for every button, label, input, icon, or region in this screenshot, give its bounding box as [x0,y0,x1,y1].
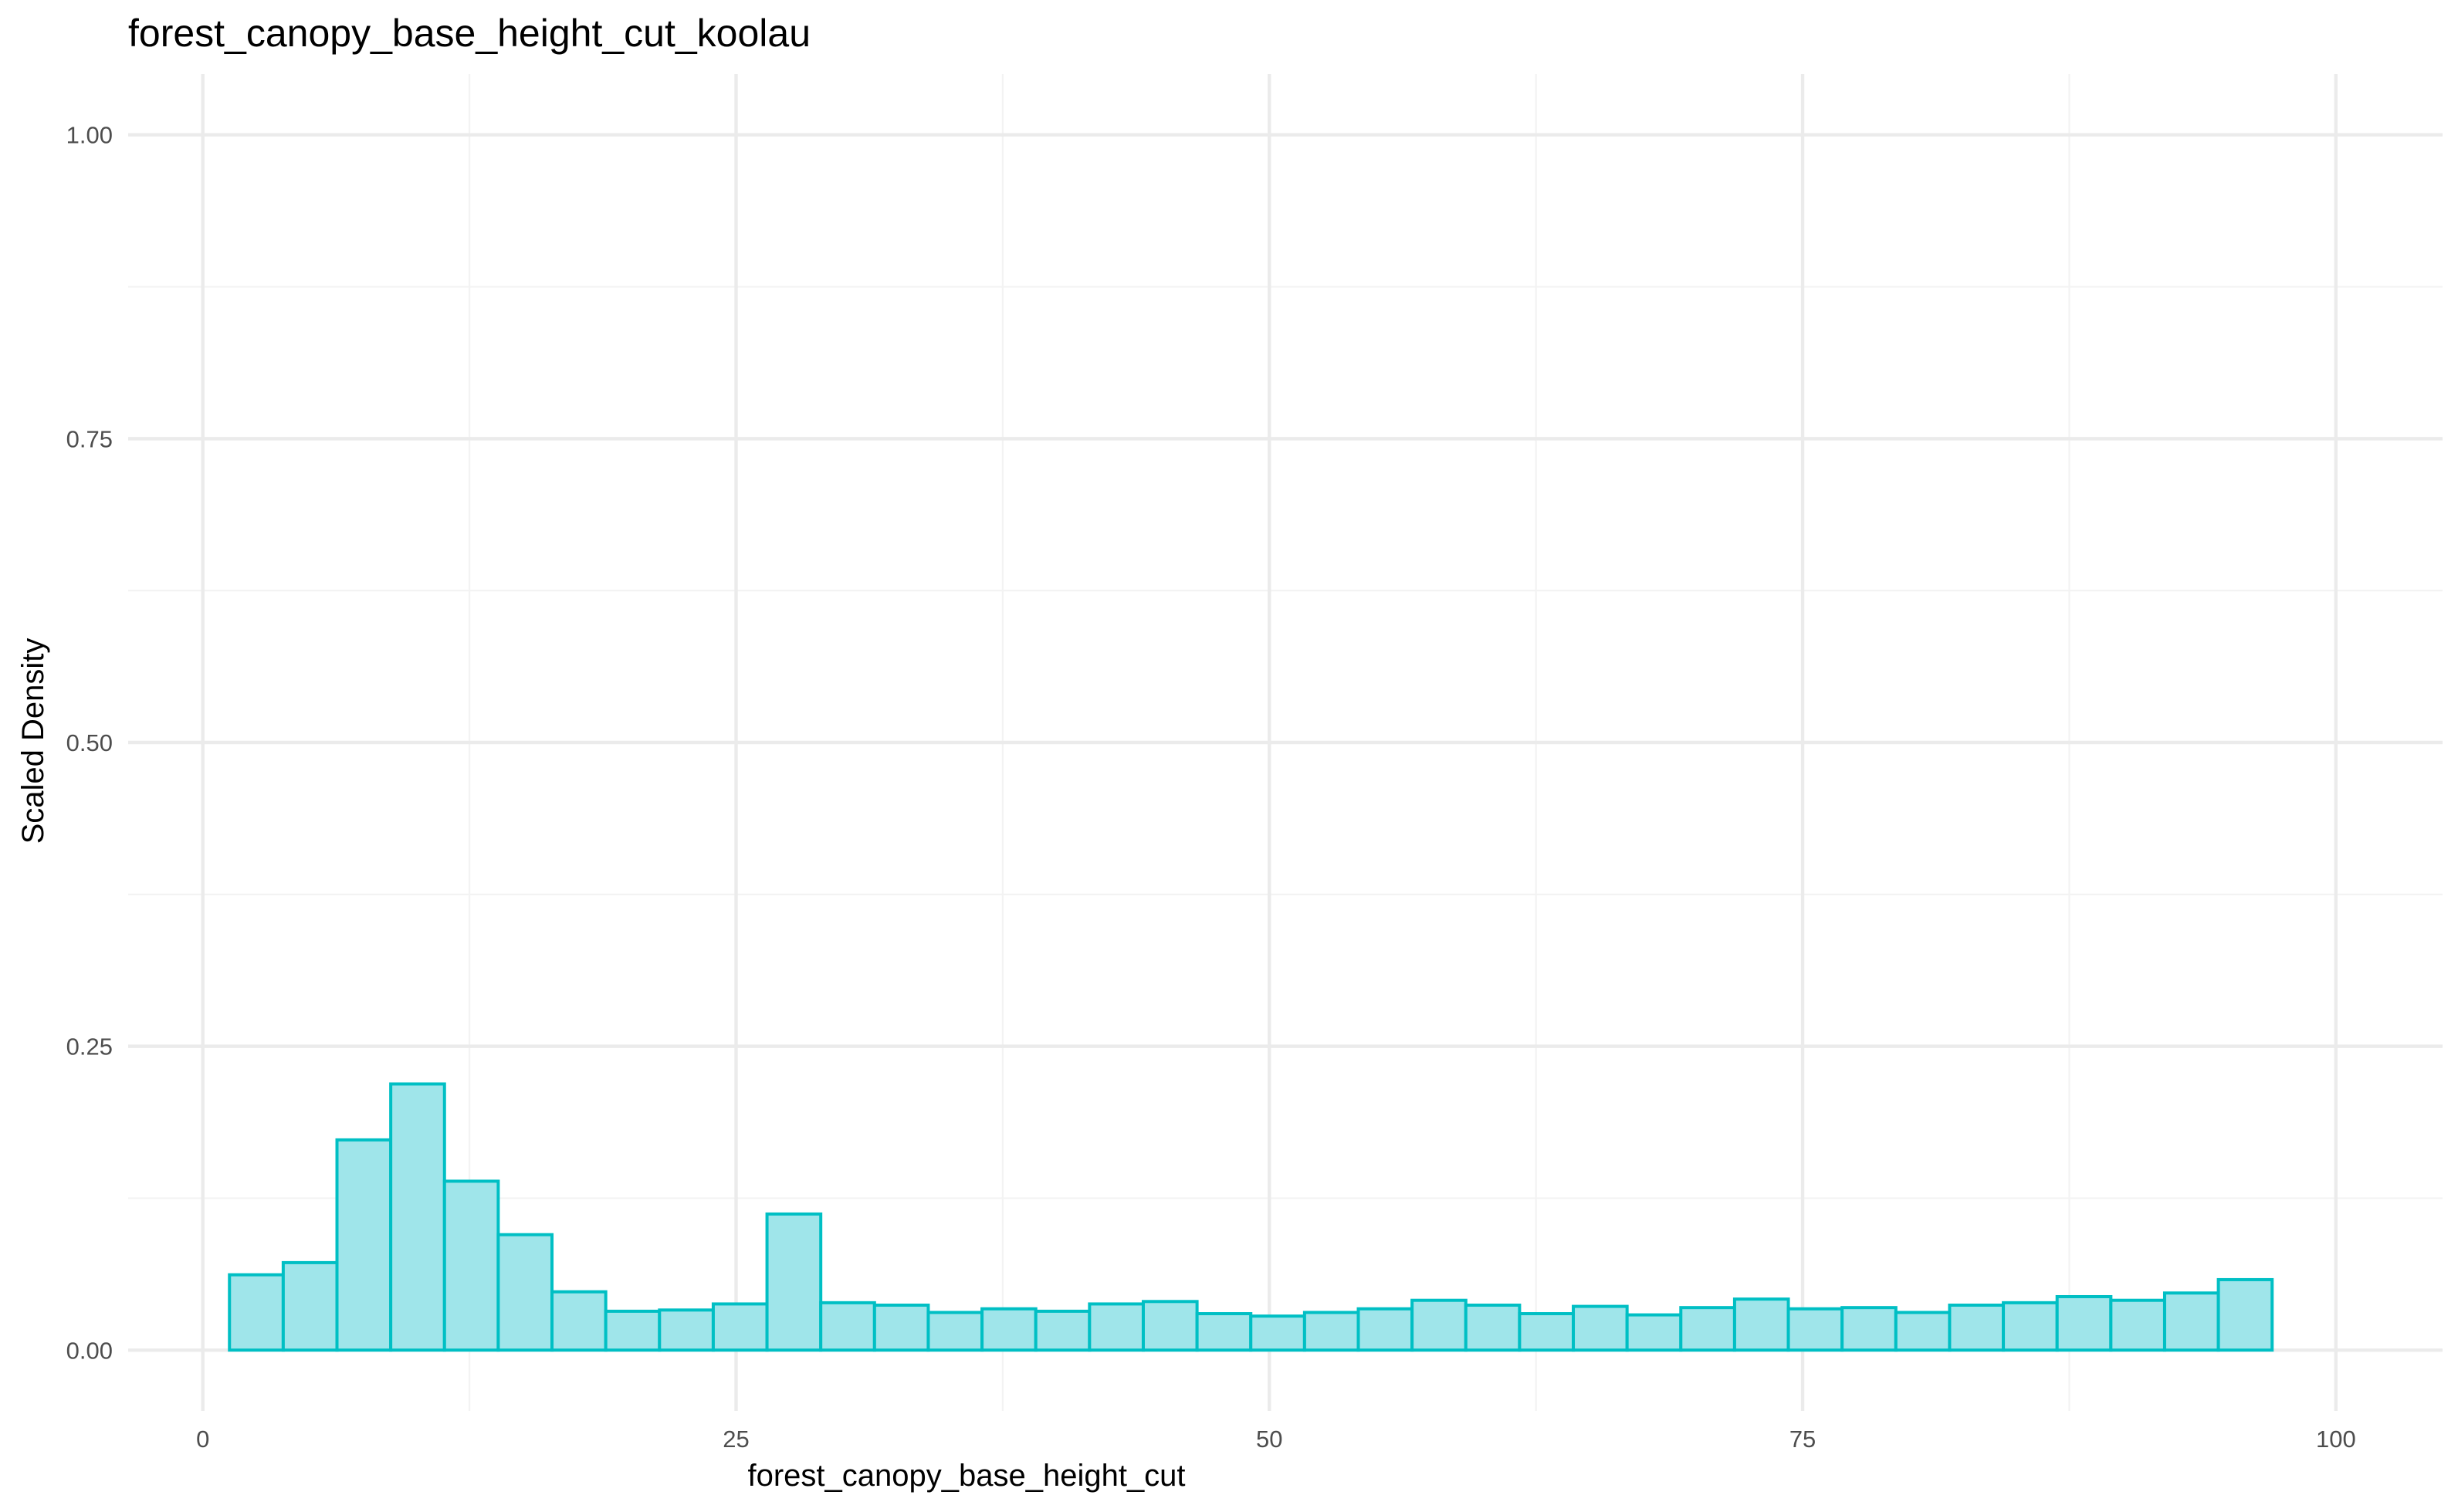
histogram-bar [1302,1311,1360,1352]
histogram-bar [658,1308,715,1352]
y-tick-label: 0.25 [66,1033,113,1060]
x-tick-label: 25 [723,1426,749,1453]
histogram-bar [819,1301,876,1352]
y-axis-ticks: 0.00 0.25 0.50 0.75 1.00 [66,122,113,1365]
y-tick-label: 0.00 [66,1337,113,1364]
histogram-bar [1249,1314,1306,1352]
histogram-bars [228,1082,2274,1352]
histogram-bar [335,1138,393,1352]
histogram-bar [1840,1306,1898,1352]
y-tick-label: 0.75 [66,425,113,452]
histogram-bar [1141,1300,1199,1352]
histogram-bar [1732,1297,1790,1352]
histogram-bar [1948,1304,2006,1352]
histogram-bar [1572,1304,1629,1352]
histogram-bar [1410,1298,1468,1352]
histogram-bar [1088,1302,1145,1352]
histogram-bar [2002,1301,2059,1352]
histogram-bar [389,1082,446,1352]
histogram-bar [1356,1307,1414,1352]
histogram-bar [1625,1313,1683,1352]
histogram-bar [2109,1298,2166,1352]
histogram-bar [872,1304,930,1352]
y-axis-title: Scaled Density [16,638,50,844]
x-tick-label: 50 [1256,1426,1282,1453]
histogram-bar [1195,1312,1253,1352]
histogram-bar [711,1302,769,1352]
histogram-bar [1786,1307,1844,1352]
histogram-bar [2162,1291,2220,1352]
histogram-bar [980,1307,1038,1352]
histogram-bar [2216,1277,2274,1352]
histogram-bar [1518,1312,1576,1352]
x-tick-label: 75 [1789,1426,1816,1453]
y-tick-label: 0.50 [66,729,113,756]
histogram-bar [1894,1311,1952,1352]
histogram-bar [604,1309,662,1352]
x-axis-title: forest_canopy_base_height_cut [747,1459,1185,1493]
y-tick-label: 1.00 [66,122,113,149]
chart-title: forest_canopy_base_height_cut_koolau [128,12,811,55]
x-tick-label: 0 [196,1426,209,1453]
x-axis-ticks: 0 25 50 75 100 [196,1426,2356,1453]
histogram-bar [1034,1309,1092,1352]
histogram-bar [1679,1306,1736,1352]
histogram-bar [2055,1294,2113,1352]
histogram-bar [496,1233,554,1352]
histogram-bar [926,1311,984,1352]
histogram-bar [281,1260,339,1352]
histogram-bar [550,1290,608,1352]
histogram-bar [1464,1304,1522,1352]
x-tick-label: 100 [2316,1426,2356,1453]
histogram-bar [228,1273,285,1352]
histogram-bar [765,1212,823,1352]
histogram-bar [442,1179,500,1352]
